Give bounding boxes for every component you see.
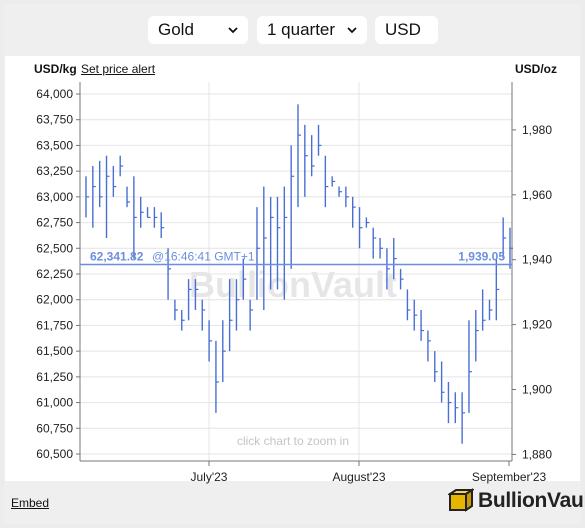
right-tick-label: 1,900 xyxy=(522,383,552,397)
left-tick-label: 61,250 xyxy=(36,370,73,384)
current-time-label: @16:46:41 GMT+1 xyxy=(152,250,255,264)
bullion-bar-icon xyxy=(448,488,474,512)
left-tick-label: 63,000 xyxy=(36,190,73,204)
bullionvault-logo[interactable]: BullionVault xyxy=(448,488,585,514)
selector-bar: Gold 1 quarter USD xyxy=(0,16,585,46)
left-tick-label: 60,750 xyxy=(36,421,73,435)
left-tick-label: 61,000 xyxy=(36,396,73,410)
current-price-kg-label: 62,341.82 xyxy=(90,250,144,264)
currency-select[interactable]: USD xyxy=(375,16,438,44)
chart-axes: 64,000 63,750 63,500 63,250 63,000 62,750 62,5… xyxy=(36,82,552,484)
left-tick-label: 63,750 xyxy=(36,113,73,127)
set-price-alert-link[interactable]: Set price alert xyxy=(81,62,156,76)
period-select[interactable]: 1 quarter xyxy=(257,16,367,44)
price-bars xyxy=(85,104,513,444)
right-tick-label: 1,980 xyxy=(522,123,552,137)
x-tick-label: July'23 xyxy=(191,470,228,484)
right-tick-label: 1,920 xyxy=(522,318,552,332)
left-tick-label: 63,500 xyxy=(36,138,73,152)
right-unit-label: USD/oz xyxy=(515,62,557,76)
chevron-down-icon xyxy=(347,27,357,34)
chevron-down-icon xyxy=(228,27,238,34)
brand-name: BullionVault xyxy=(478,489,585,512)
metal-select[interactable]: Gold xyxy=(148,16,248,44)
left-tick-label: 61,750 xyxy=(36,318,73,332)
embed-link[interactable]: Embed xyxy=(11,496,50,510)
left-unit-label: USD/kg xyxy=(34,62,77,76)
period-select-label: 1 quarter xyxy=(267,20,336,39)
x-tick-label: September'23 xyxy=(472,470,547,484)
chart-panel xyxy=(5,56,580,481)
right-tick-label: 1,940 xyxy=(522,253,552,267)
x-tick-label: August'23 xyxy=(333,470,386,484)
left-tick-label: 61,500 xyxy=(36,344,73,358)
right-tick-label: 1,960 xyxy=(522,188,552,202)
current-price-marker: 62,341.82 @16:46:41 GMT+1 1,939.05 xyxy=(80,250,512,266)
left-tick-label: 64,000 xyxy=(36,87,73,101)
metal-select-label: Gold xyxy=(158,20,194,39)
left-tick-label: 62,250 xyxy=(36,267,73,281)
chart-grid xyxy=(80,82,512,461)
left-tick-label: 62,000 xyxy=(36,293,73,307)
left-tick-label: 63,250 xyxy=(36,164,73,178)
currency-select-label: USD xyxy=(385,20,421,39)
left-tick-label: 60,500 xyxy=(36,447,73,461)
right-tick-label: 1,880 xyxy=(522,447,552,461)
left-tick-label: 62,750 xyxy=(36,216,73,230)
zoom-hint-text: click chart to zoom in xyxy=(237,434,349,448)
watermark-text: BullionVault xyxy=(189,264,397,305)
left-tick-label: 62,500 xyxy=(36,241,73,255)
current-price-oz-label: 1,939.05 xyxy=(458,250,505,264)
